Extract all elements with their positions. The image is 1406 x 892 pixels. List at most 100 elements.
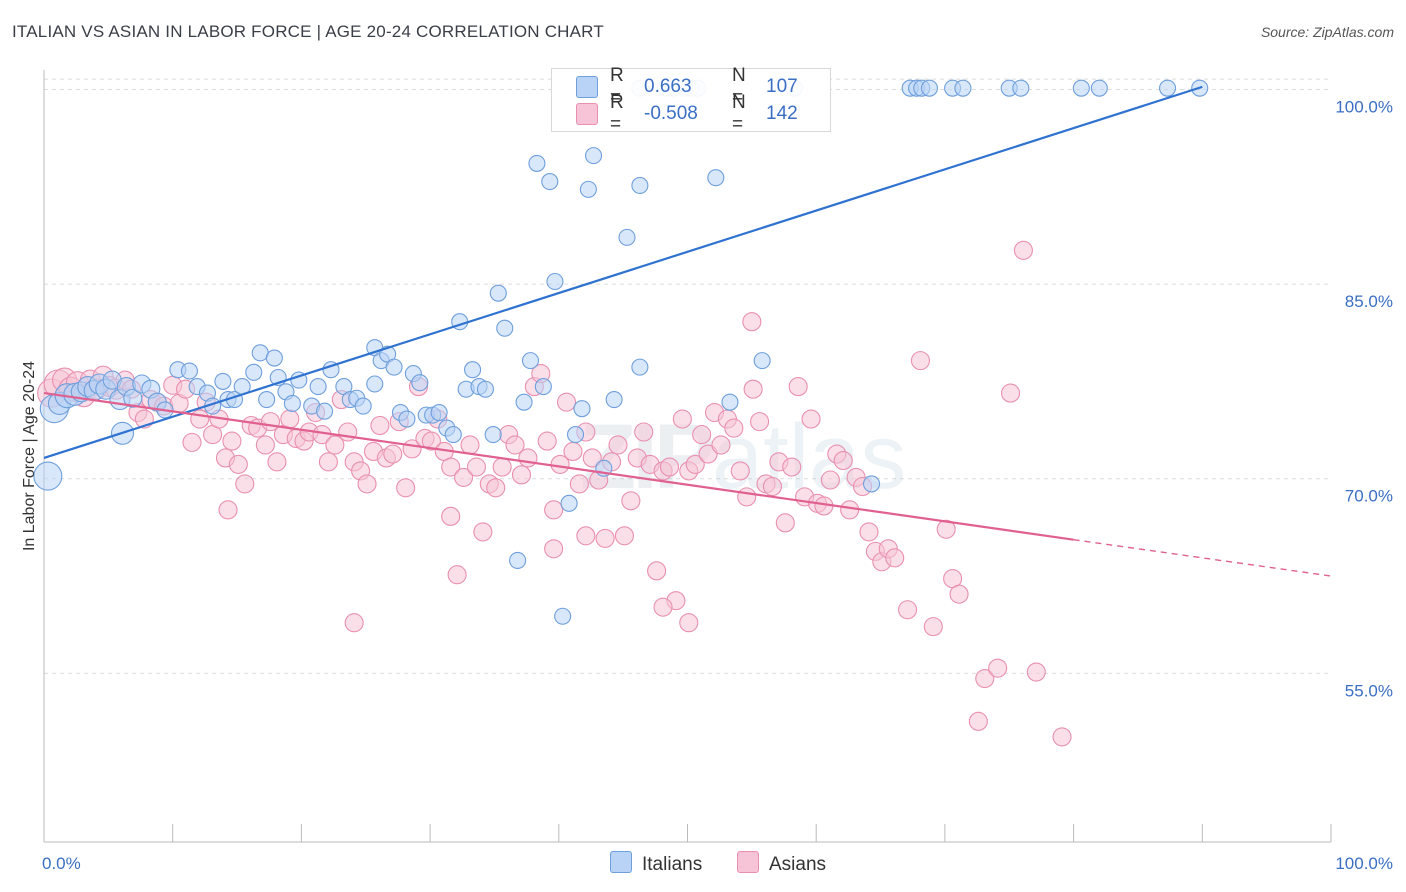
italians-point [554,607,572,625]
asians-point [1026,662,1046,682]
asians-point [614,526,634,546]
asians-point [383,444,403,464]
asians-point [659,457,680,477]
asians-point [370,415,390,436]
italians-point [707,169,725,187]
italians-point [920,79,939,97]
legend-n-label: N = [732,92,746,135]
italians-point [560,494,578,512]
asians-point [190,409,210,429]
italians-point [214,372,232,390]
asians-point [923,617,943,637]
y-axis-title: In Labor Force | Age 20-24 [21,361,38,551]
italians-point [251,344,269,362]
bottom-legend-asians: Asians [737,851,826,876]
italians-legend-swatch [610,851,632,873]
asians-point [396,478,416,498]
italians-point [385,358,403,376]
italians-point [1072,79,1090,97]
asians-point [1052,727,1072,747]
italians-point [258,391,276,409]
italians-point [618,228,636,246]
asians-point [492,457,512,477]
asians-point [679,613,699,633]
italians-point [496,319,514,337]
asians-point [936,519,956,539]
x-tick-label-max: 100.0% [1335,854,1393,873]
asians-point [1013,240,1033,260]
asians-point [518,448,538,468]
asians-point [975,668,995,689]
italians-point [476,380,494,398]
asians-point [235,474,255,494]
asians-point [730,461,750,481]
asians-point [544,539,564,559]
italians-point [515,393,533,411]
asians-point [820,470,840,490]
italians-point [534,378,552,396]
italians-point [541,173,559,191]
italians-point [509,551,527,569]
legend-n-value: 142 [766,103,798,124]
tick-labels: 55.0% 70.0% 85.0% 100.0% [1335,97,1393,700]
asians-point [595,528,615,548]
italians-point [484,426,502,444]
asians-point [318,452,338,472]
asians-point [988,658,1008,678]
italians-point [862,475,881,493]
asians-point [537,431,557,451]
asians-point [653,597,673,617]
italians-point [528,154,546,172]
asians-point [218,500,238,520]
asians-point [511,465,532,485]
italians-point [430,403,448,422]
asians-point [182,432,202,452]
italians-point [309,378,327,396]
asians-point [486,478,506,498]
asians-point [775,513,795,533]
asians-point [222,431,242,451]
asians-point [743,379,763,399]
italians-point [631,358,649,376]
asians-point [454,467,474,487]
asians-point [255,435,275,455]
italians-point [579,180,597,198]
asians-legend-label: Asians [769,854,827,875]
asians-point [949,584,969,604]
asians-point [280,409,300,429]
italians-point [398,410,416,428]
italians-point [573,400,591,418]
italians-point [753,352,771,370]
axes [43,70,1332,843]
italians-point [123,388,143,408]
asians-point [859,522,879,542]
legend-r-value: 0.663 [644,76,692,97]
asians-point [840,500,860,520]
italians-point [521,352,540,370]
y-tick-label: 70.0% [1345,487,1393,506]
asians-point [968,711,988,731]
legend-r-label: R = [610,92,624,135]
asians-point [1000,383,1021,403]
asians-point [505,435,525,455]
asians-point [569,474,589,494]
italians-point [566,426,585,444]
asians-point [685,454,705,474]
asians-point [692,425,712,445]
asians-point [466,457,486,477]
trend-lines [43,85,1332,577]
asians-point [544,500,564,520]
asians-point [833,450,853,471]
asians-point [898,600,918,620]
legend-r-label: R = [610,65,624,108]
series-asians [37,240,1072,747]
italians-point [245,363,263,381]
y-tick-label: 100.0% [1335,97,1393,116]
legend-n-value: 107 [766,76,798,97]
italians-point [411,374,429,392]
asians-point [460,435,480,455]
asians-point [910,351,930,371]
asians-point [737,487,757,507]
italians-point [366,375,384,393]
asians-point [576,526,596,546]
